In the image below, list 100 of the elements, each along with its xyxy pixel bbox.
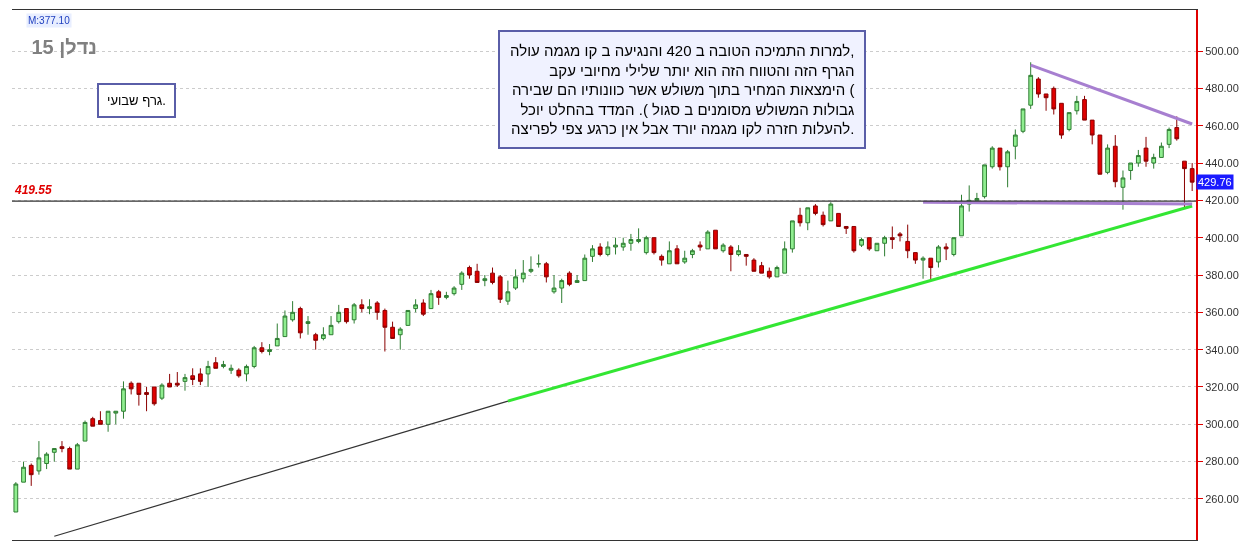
candlestick bbox=[543, 261, 549, 283]
candlestick bbox=[1074, 95, 1080, 116]
candlestick bbox=[982, 164, 987, 199]
candlestick bbox=[797, 207, 803, 227]
candlestick bbox=[520, 259, 526, 283]
y-tick-label: 380.00 bbox=[1205, 268, 1239, 281]
candlestick bbox=[151, 386, 157, 407]
candlestick bbox=[1112, 134, 1118, 188]
candlestick bbox=[989, 145, 995, 170]
candlestick bbox=[536, 253, 542, 269]
candlestick bbox=[467, 265, 472, 280]
candlestick bbox=[359, 298, 365, 313]
candlestick bbox=[920, 255, 926, 280]
candlestick bbox=[128, 380, 134, 395]
candlestick bbox=[897, 231, 903, 242]
candlestick bbox=[813, 203, 818, 216]
candlestick bbox=[1182, 160, 1187, 209]
annotation: 429.76 bbox=[1198, 176, 1232, 188]
candlestick bbox=[766, 267, 772, 280]
candlestick bbox=[736, 244, 741, 257]
candlestick bbox=[1097, 134, 1103, 175]
candlestick bbox=[390, 321, 395, 339]
candlestick bbox=[1059, 102, 1064, 140]
candlestick bbox=[836, 212, 841, 227]
candlestick bbox=[59, 440, 65, 453]
candlestick bbox=[551, 274, 557, 295]
candlestick bbox=[44, 451, 49, 470]
candlestick bbox=[559, 278, 565, 304]
candlestick bbox=[789, 220, 795, 254]
candlestick bbox=[1020, 108, 1026, 134]
y-tick-label: 500.00 bbox=[1205, 44, 1239, 57]
candlestick bbox=[144, 386, 149, 412]
candlestick bbox=[305, 315, 311, 336]
candlestick bbox=[459, 270, 465, 291]
y-tick-label: 300.00 bbox=[1205, 418, 1239, 431]
annotation: M:377.10 bbox=[28, 15, 71, 26]
candlestick bbox=[620, 237, 626, 252]
candlestick bbox=[67, 446, 73, 470]
candlestick bbox=[705, 229, 711, 250]
candlestick bbox=[1051, 86, 1057, 116]
candlestick bbox=[474, 263, 480, 283]
candlestick bbox=[1012, 128, 1018, 160]
candlestick bbox=[912, 252, 918, 265]
candlestick bbox=[28, 462, 34, 487]
candlestick bbox=[643, 235, 649, 255]
candlestick bbox=[251, 345, 257, 369]
candlestick bbox=[51, 448, 57, 463]
candlestick bbox=[1089, 119, 1095, 145]
candlestick bbox=[82, 420, 88, 442]
candlestick bbox=[936, 244, 941, 269]
candlestick bbox=[874, 242, 880, 252]
annotation: גרף שבועי. bbox=[107, 93, 166, 108]
candlestick bbox=[697, 240, 703, 252]
candlestick bbox=[267, 343, 272, 356]
candlestick bbox=[582, 253, 588, 282]
candlestick bbox=[236, 367, 242, 379]
candlestick bbox=[690, 248, 695, 259]
candlestick bbox=[98, 410, 103, 425]
candlestick bbox=[851, 225, 857, 254]
candlestick bbox=[159, 382, 165, 401]
candlestick bbox=[751, 257, 757, 272]
candlestick bbox=[282, 309, 288, 338]
candlestick bbox=[382, 308, 388, 353]
candlestick bbox=[759, 261, 764, 274]
candlestick bbox=[659, 253, 665, 267]
candlestick bbox=[36, 440, 42, 476]
y-tick-label: 480.00 bbox=[1205, 82, 1239, 95]
candlestick bbox=[682, 250, 688, 265]
candlestick bbox=[328, 315, 334, 336]
candlestick bbox=[1082, 95, 1087, 121]
candlestick bbox=[1043, 93, 1049, 112]
annotation: למרות התמיכה הטובה ב 420 והנגיעה ב קו מגמה עולה, הגרף הזה והטווח הזה הוא יותר שלילי מחיובי עקב הימצאות המחיר בתוך משולש אשר כוונותיו הם שבירה ( גבולות המשולש מסומנים ב סגול ). המדד בהחלט יוכל להעלות חזרה לקו מגמה יורד אבל אין כרגע צפי לפריצה. bbox=[510, 42, 855, 137]
candlestick bbox=[1159, 142, 1164, 158]
candlestick bbox=[828, 201, 834, 222]
candlestick bbox=[90, 416, 96, 427]
y-tick-label: 420.00 bbox=[1205, 194, 1239, 207]
candlestick bbox=[889, 225, 895, 250]
candlestick bbox=[13, 481, 19, 513]
ref-line-label: 419.55 bbox=[14, 183, 53, 197]
candlestick bbox=[1066, 112, 1072, 132]
candlestick bbox=[167, 373, 172, 388]
text: נדלן 15 bbox=[31, 35, 97, 58]
candlestick bbox=[113, 410, 119, 425]
candlestick bbox=[605, 240, 611, 257]
candlestick bbox=[451, 285, 457, 297]
y-tick-label: 280.00 bbox=[1205, 455, 1239, 468]
candlestick bbox=[590, 244, 595, 263]
candlestick bbox=[974, 192, 980, 201]
candlestick bbox=[244, 364, 249, 382]
candlestick bbox=[436, 289, 442, 306]
candlestick bbox=[420, 298, 426, 317]
candlestick bbox=[274, 323, 280, 347]
candlestick bbox=[597, 242, 603, 257]
candlestick bbox=[882, 235, 888, 257]
y-tick-label: 320.00 bbox=[1205, 380, 1239, 393]
y-tick-label: 360.00 bbox=[1205, 306, 1239, 319]
candlestick bbox=[405, 309, 411, 326]
candlestick bbox=[367, 298, 372, 315]
candlestick bbox=[805, 207, 811, 231]
candlestick bbox=[228, 364, 234, 375]
